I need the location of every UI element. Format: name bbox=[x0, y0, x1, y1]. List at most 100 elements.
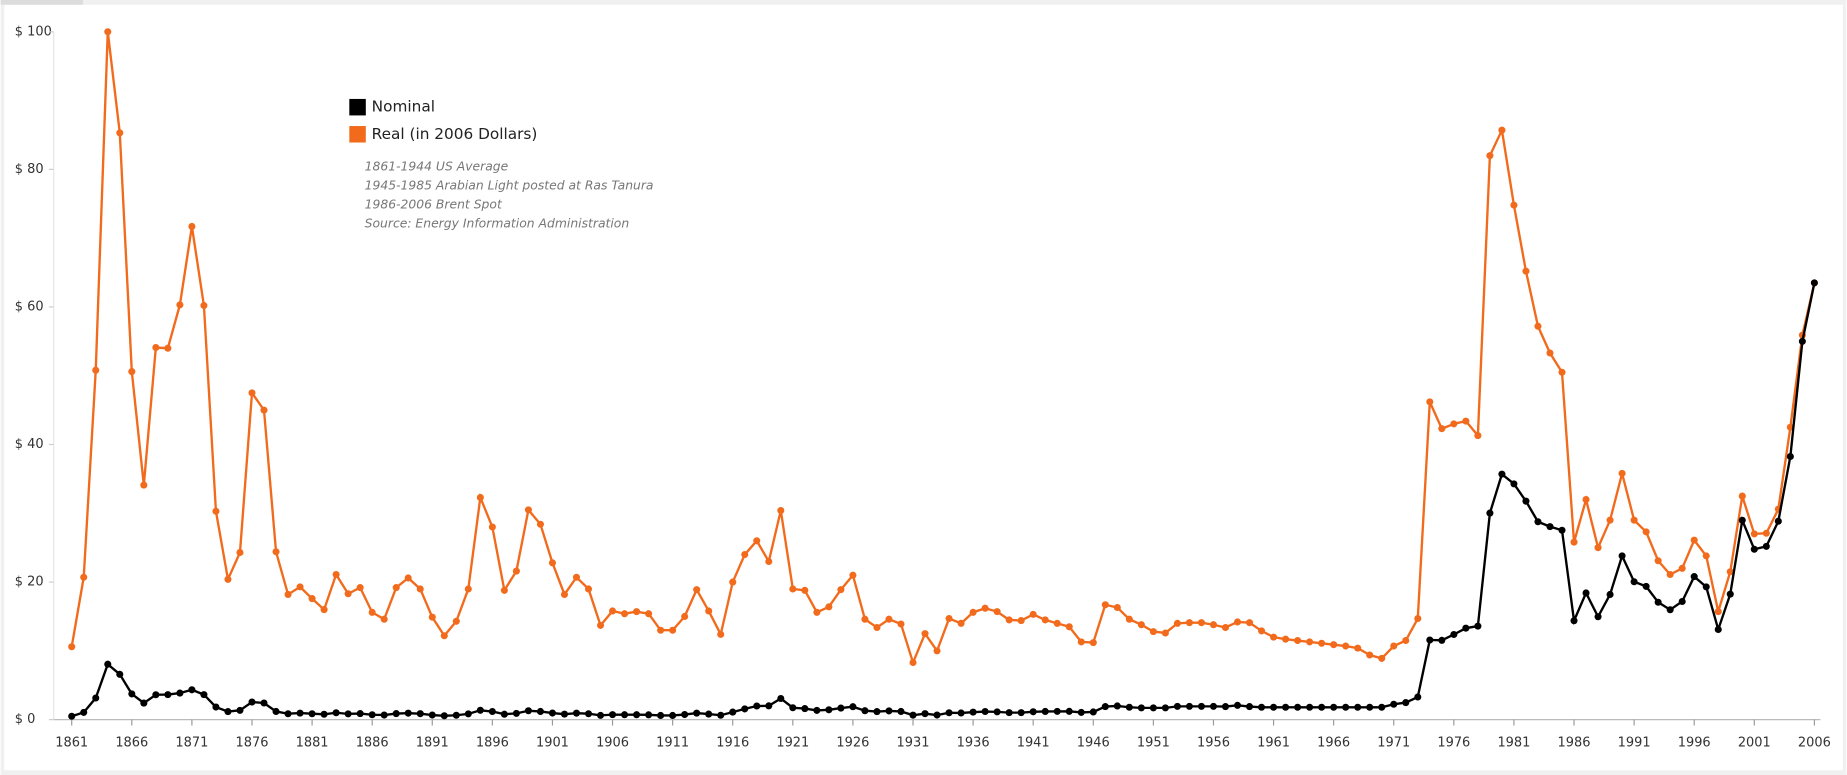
x-tick-label: 1931 bbox=[897, 736, 930, 751]
data-point bbox=[1810, 279, 1818, 287]
x-tick-label: 1991 bbox=[1618, 736, 1651, 751]
data-point bbox=[1510, 201, 1518, 209]
data-point bbox=[1666, 606, 1674, 614]
data-point bbox=[885, 615, 893, 623]
x-tick-label: 1911 bbox=[656, 736, 689, 751]
data-point bbox=[837, 704, 845, 712]
data-point bbox=[164, 691, 172, 699]
data-point bbox=[1738, 492, 1746, 500]
data-point bbox=[1318, 639, 1326, 647]
data-point bbox=[584, 585, 593, 593]
data-point bbox=[1582, 589, 1590, 597]
x-tick-label: 1916 bbox=[716, 736, 749, 751]
data-point bbox=[981, 604, 989, 612]
data-point bbox=[1678, 564, 1686, 572]
data-point bbox=[1294, 637, 1302, 645]
data-point bbox=[1450, 630, 1458, 639]
data-point bbox=[777, 694, 785, 703]
data-point bbox=[104, 660, 112, 668]
data-point bbox=[488, 523, 496, 531]
data-point bbox=[80, 708, 88, 716]
data-point bbox=[356, 584, 364, 592]
data-point bbox=[1005, 709, 1013, 717]
data-point bbox=[693, 709, 701, 717]
x-tick-label: 1926 bbox=[836, 736, 869, 751]
data-point bbox=[572, 573, 581, 581]
data-point bbox=[1414, 614, 1422, 623]
data-point bbox=[1486, 509, 1494, 517]
data-point bbox=[1113, 702, 1121, 710]
data-point bbox=[1618, 469, 1626, 477]
data-point bbox=[921, 630, 929, 638]
data-point bbox=[1245, 619, 1254, 627]
data-point bbox=[500, 710, 508, 718]
data-point bbox=[1774, 517, 1782, 525]
data-point bbox=[1149, 704, 1157, 712]
data-point bbox=[1522, 497, 1530, 505]
data-point bbox=[813, 706, 821, 714]
plot-background bbox=[4, 4, 1843, 771]
x-tick-label: 1976 bbox=[1437, 736, 1470, 751]
data-point bbox=[705, 607, 713, 615]
data-point bbox=[1282, 635, 1290, 643]
data-point bbox=[1318, 703, 1326, 711]
data-point bbox=[152, 691, 160, 699]
x-tick-label: 1861 bbox=[55, 736, 88, 751]
data-point bbox=[1233, 618, 1242, 626]
data-point bbox=[1185, 619, 1193, 627]
data-point bbox=[1330, 703, 1338, 711]
data-point bbox=[1306, 703, 1314, 711]
data-point bbox=[1582, 496, 1590, 504]
data-point bbox=[380, 615, 388, 623]
data-point bbox=[909, 659, 917, 667]
data-point bbox=[248, 389, 256, 397]
data-point bbox=[80, 573, 88, 581]
data-point bbox=[1221, 703, 1230, 711]
data-point bbox=[404, 709, 412, 717]
data-point bbox=[741, 551, 749, 559]
data-point bbox=[1798, 337, 1806, 345]
data-point bbox=[440, 632, 448, 640]
data-point bbox=[1690, 536, 1698, 544]
data-point bbox=[524, 707, 532, 715]
data-point bbox=[849, 571, 857, 579]
data-point bbox=[1414, 693, 1422, 701]
data-point bbox=[993, 608, 1001, 616]
data-point bbox=[1378, 703, 1386, 711]
x-tick-label: 1921 bbox=[776, 736, 809, 751]
data-point bbox=[212, 703, 220, 711]
data-point bbox=[1498, 470, 1506, 478]
data-point bbox=[284, 590, 292, 598]
data-point bbox=[1726, 568, 1734, 576]
data-point bbox=[1702, 583, 1710, 591]
data-point bbox=[200, 691, 208, 699]
data-point bbox=[584, 710, 593, 718]
data-point bbox=[849, 703, 857, 711]
data-point bbox=[1077, 638, 1085, 646]
data-point bbox=[1546, 523, 1554, 531]
data-point bbox=[1570, 617, 1578, 625]
y-tick-label: $ 100 bbox=[15, 24, 52, 39]
x-tick-label: 1876 bbox=[236, 736, 269, 751]
data-point bbox=[188, 222, 196, 230]
data-point bbox=[1209, 621, 1218, 629]
x-tick-label: 1896 bbox=[476, 736, 509, 751]
legend-label: Nominal bbox=[372, 98, 435, 116]
annotation: 1945-1985 Arabian Light posted at Ras Ta… bbox=[365, 179, 654, 193]
data-point bbox=[633, 608, 641, 616]
data-point bbox=[1426, 636, 1434, 644]
x-tick-label: 1996 bbox=[1678, 736, 1711, 751]
data-point bbox=[1474, 432, 1482, 440]
data-point bbox=[428, 613, 436, 621]
data-point bbox=[260, 406, 268, 414]
x-tick-label: 1956 bbox=[1197, 736, 1230, 751]
data-point bbox=[320, 710, 328, 718]
data-point bbox=[272, 548, 280, 556]
data-point bbox=[296, 709, 304, 717]
data-point bbox=[633, 711, 641, 719]
data-point bbox=[284, 710, 292, 718]
data-point bbox=[945, 614, 953, 623]
data-point bbox=[825, 706, 833, 714]
data-point bbox=[1209, 702, 1218, 710]
